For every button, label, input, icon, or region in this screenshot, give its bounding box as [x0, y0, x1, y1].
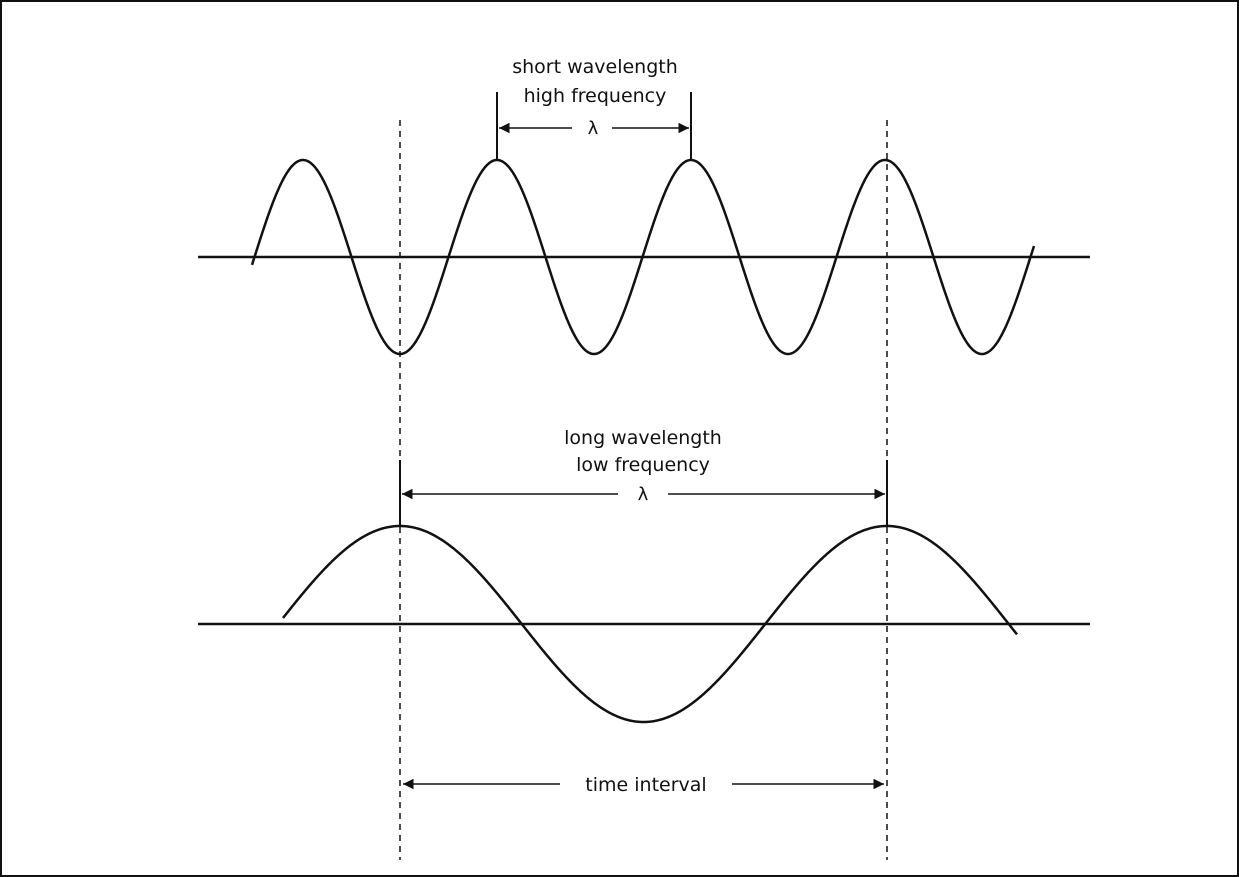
short-wave-label-line1: short wavelength [512, 56, 678, 78]
short-wave-lambda: λ [588, 118, 599, 139]
short-wave-curve [250, 158, 1036, 356]
time-interval-label: time interval [585, 774, 706, 796]
long-wave-lambda: λ [638, 484, 649, 505]
long-wave-label-line1: long wavelength [564, 427, 722, 449]
long-wave-curve [282, 524, 1018, 724]
long-wave-label-line2: low frequency [576, 454, 710, 476]
short-wave-label-line2: high frequency [524, 85, 667, 107]
